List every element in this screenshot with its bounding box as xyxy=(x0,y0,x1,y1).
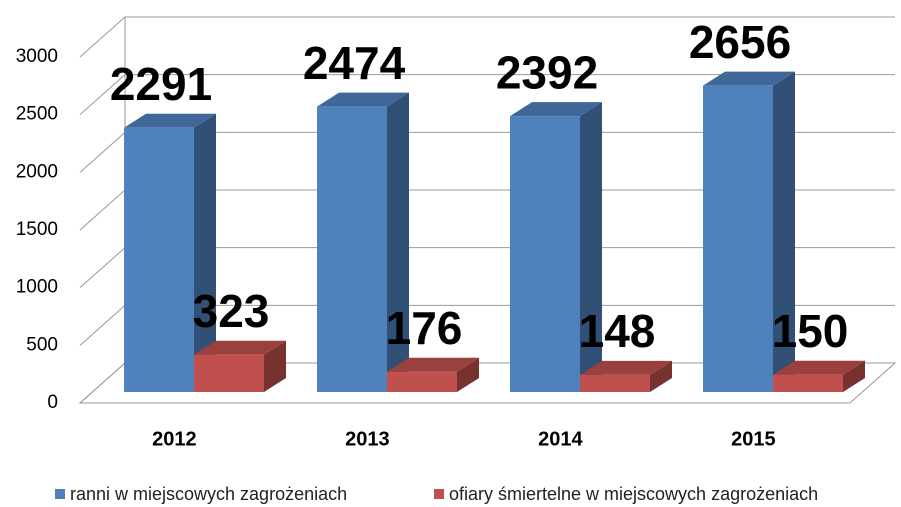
bar-front xyxy=(124,127,194,392)
bar-top xyxy=(510,102,602,117)
legend-swatch xyxy=(55,489,65,499)
bar-front xyxy=(317,106,387,392)
bar-top xyxy=(580,360,672,375)
bar-top xyxy=(387,357,479,372)
bar-front xyxy=(194,354,264,392)
legend-swatch xyxy=(434,489,444,499)
bar-side xyxy=(650,360,672,392)
bar-top xyxy=(317,92,409,107)
data-label: 150 xyxy=(772,305,849,357)
bar-top xyxy=(124,113,216,128)
bar-side xyxy=(843,360,865,392)
bar-side xyxy=(773,71,795,392)
bar xyxy=(194,340,286,392)
bar xyxy=(124,113,216,392)
bar-front xyxy=(510,116,580,392)
x-tick-label: 2013 xyxy=(345,428,390,450)
y-tick-label: 500 xyxy=(26,334,58,355)
data-label: 176 xyxy=(386,302,463,354)
bar-side xyxy=(194,113,216,392)
data-label: 2474 xyxy=(303,37,406,89)
data-label: 148 xyxy=(579,305,656,357)
y-tick-label: 2000 xyxy=(16,161,58,182)
y-tick-label: 0 xyxy=(47,392,58,413)
data-label: 323 xyxy=(193,285,270,337)
y-tick-label: 1500 xyxy=(16,219,58,240)
bar-side xyxy=(387,92,409,392)
bar-front xyxy=(773,374,843,392)
data-label: 2392 xyxy=(496,46,598,98)
bar-front xyxy=(580,374,650,392)
bar-top xyxy=(194,340,286,355)
bar xyxy=(510,102,602,392)
y-tick-label: 1000 xyxy=(16,277,58,298)
data-label: 2656 xyxy=(689,16,791,68)
bar-top xyxy=(703,71,795,86)
y-tick-label: 3000 xyxy=(16,46,58,67)
bar xyxy=(580,360,672,392)
bar-front xyxy=(703,85,773,392)
bar xyxy=(317,92,409,392)
bar-side xyxy=(264,340,286,392)
bar xyxy=(703,71,795,392)
bar xyxy=(387,357,479,392)
x-tick-label: 2012 xyxy=(152,428,197,450)
bar-side xyxy=(580,102,602,392)
y-tick-label: 2500 xyxy=(16,104,58,125)
x-tick-label: 2014 xyxy=(538,428,583,450)
data-label: 2291 xyxy=(110,58,212,110)
bar-side xyxy=(457,357,479,392)
bar xyxy=(773,360,865,392)
legend-label: ofiary śmiertelne w miejscowych zagrożen… xyxy=(449,484,818,504)
bar-top xyxy=(773,360,865,375)
bar-front xyxy=(387,371,457,392)
x-tick-label: 2015 xyxy=(731,428,776,450)
legend-label: ranni w miejscowych zagrożeniach xyxy=(70,484,347,504)
